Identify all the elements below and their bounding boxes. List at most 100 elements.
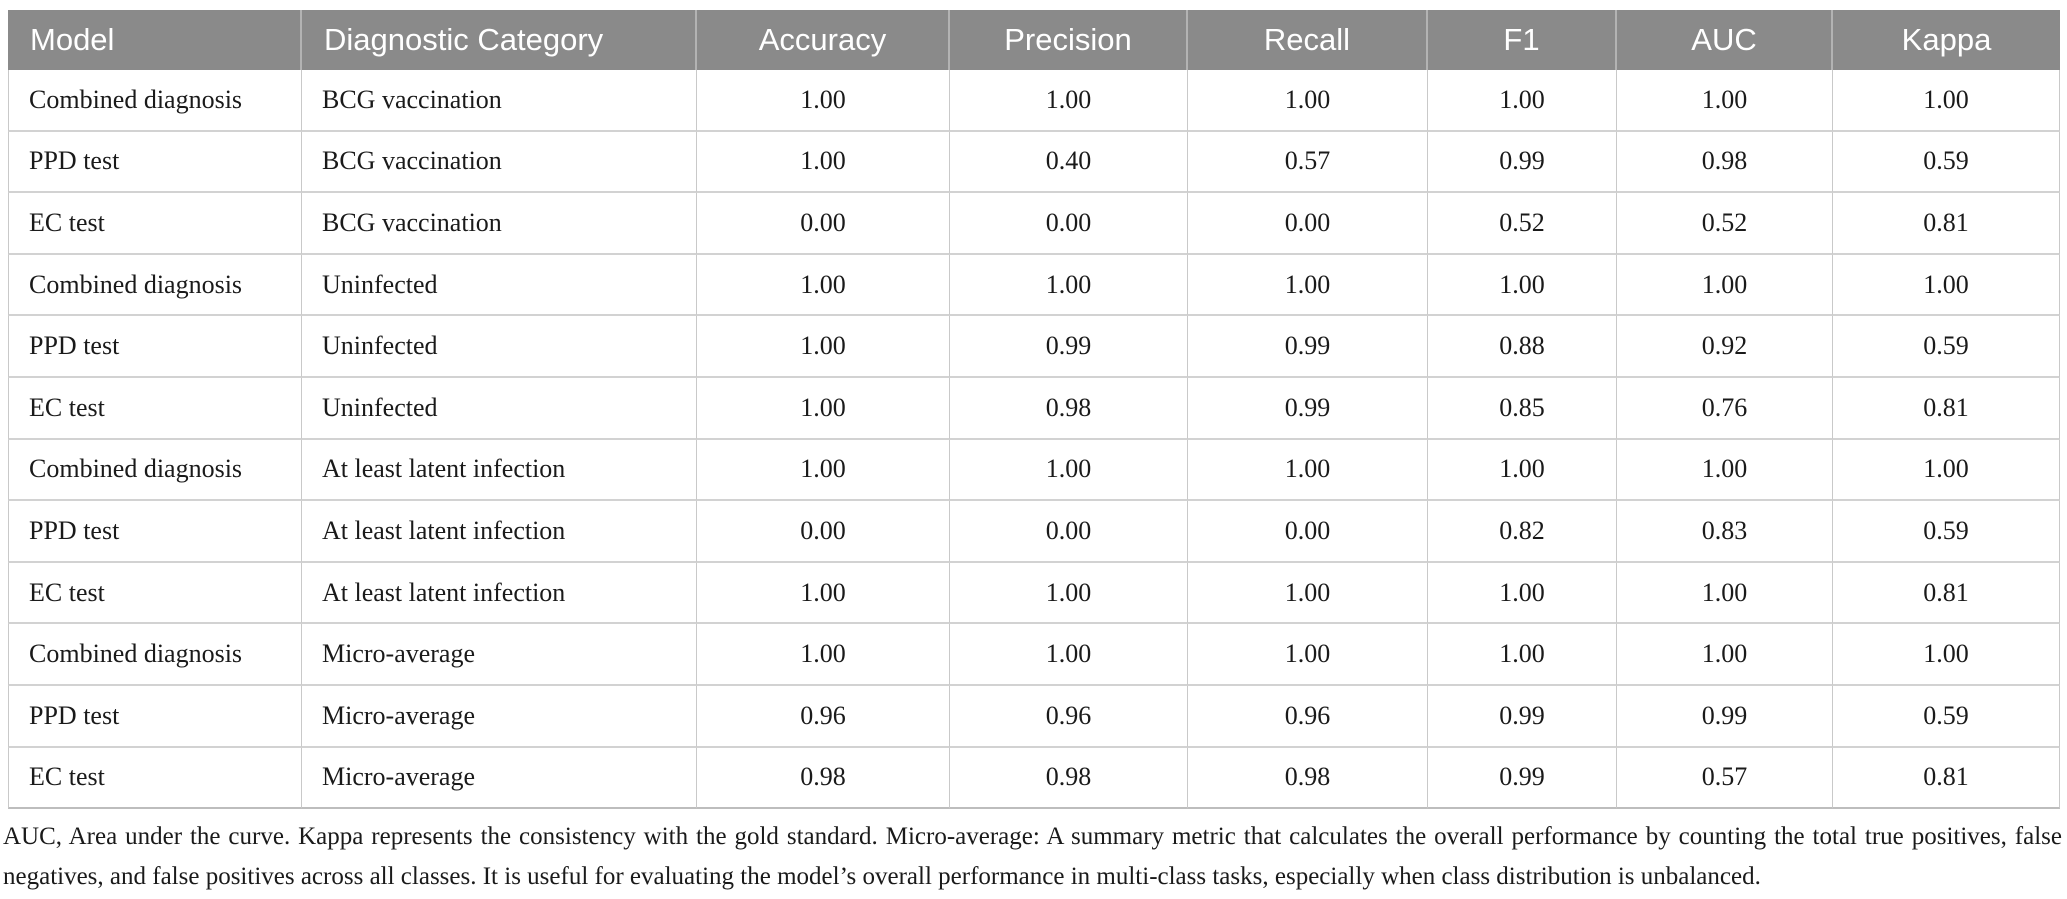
cell-kappa: 1.00: [1833, 254, 2060, 317]
cell-model: PPD test: [8, 685, 302, 748]
table-row: EC test At least latent infection 1.00 1.00…: [8, 562, 2060, 625]
column-header-accuracy: Accuracy: [697, 10, 950, 70]
cell-f1: 1.00: [1428, 562, 1617, 625]
cell-model: PPD test: [8, 316, 302, 378]
cell-kappa: 0.81: [1833, 562, 2060, 625]
table-row: Combined diagnosis Micro-average 1.00 1.00 1…: [8, 624, 2060, 686]
cell-f1: 0.99: [1428, 747, 1617, 810]
cell-diagnostic-category: At least latent infection: [302, 439, 697, 502]
cell-kappa: 0.59: [1833, 316, 2060, 378]
cell-precision: 1.00: [950, 624, 1188, 686]
cell-model: Combined diagnosis: [8, 624, 302, 686]
column-header-model: Model: [8, 10, 302, 70]
cell-precision: 0.40: [950, 131, 1188, 194]
cell-diagnostic-category: Uninfected: [302, 316, 697, 378]
cell-recall: 1.00: [1188, 624, 1428, 686]
table-footnote: AUC, Area under the curve. Kappa represe…: [3, 823, 2062, 890]
cell-auc: 0.76: [1617, 377, 1833, 440]
cell-recall: 1.00: [1188, 254, 1428, 317]
cell-kappa: 0.59: [1833, 501, 2060, 563]
cell-recall: 0.98: [1188, 747, 1428, 810]
cell-accuracy: 1.00: [697, 70, 950, 132]
cell-recall: 0.00: [1188, 193, 1428, 255]
metrics-table-container: Model Diagnostic Category Accuracy Precisio…: [8, 10, 2060, 810]
cell-f1: 0.88: [1428, 316, 1617, 378]
cell-kappa: 0.59: [1833, 685, 2060, 748]
cell-auc: 1.00: [1617, 70, 1833, 132]
table-header-row: Model Diagnostic Category Accuracy Precisio…: [8, 10, 2060, 70]
column-header-f1: F1: [1428, 10, 1617, 70]
cell-accuracy: 1.00: [697, 562, 950, 625]
cell-diagnostic-category: At least latent infection: [302, 562, 697, 625]
table-row: EC test Micro-average 0.98 0.98 0.98 0.99 0.57…: [8, 747, 2060, 810]
cell-recall: 0.00: [1188, 501, 1428, 563]
column-header-diagnostic-category: Diagnostic Category: [302, 10, 697, 70]
cell-accuracy: 0.00: [697, 193, 950, 255]
cell-model: PPD test: [8, 501, 302, 563]
cell-kappa: 1.00: [1833, 439, 2060, 502]
cell-model: EC test: [8, 747, 302, 810]
cell-diagnostic-category: BCG vaccination: [302, 70, 697, 132]
cell-f1: 1.00: [1428, 439, 1617, 502]
cell-diagnostic-category: Uninfected: [302, 377, 697, 440]
cell-f1: 1.00: [1428, 70, 1617, 132]
column-header-auc: AUC: [1617, 10, 1833, 70]
cell-auc: 0.57: [1617, 747, 1833, 810]
cell-precision: 0.00: [950, 501, 1188, 563]
cell-f1: 0.99: [1428, 131, 1617, 194]
cell-auc: 0.83: [1617, 501, 1833, 563]
cell-precision: 0.99: [950, 316, 1188, 378]
cell-precision: 0.98: [950, 377, 1188, 440]
cell-recall: 0.57: [1188, 131, 1428, 194]
cell-diagnostic-category: Micro-average: [302, 624, 697, 686]
cell-f1: 0.82: [1428, 501, 1617, 563]
cell-recall: 0.99: [1188, 316, 1428, 378]
table-row: PPD test At least latent infection 0.00 0.0…: [8, 501, 2060, 563]
cell-recall: 0.96: [1188, 685, 1428, 748]
cell-diagnostic-category: Micro-average: [302, 747, 697, 810]
table-row: EC test BCG vaccination 0.00 0.00 0.00 0.52 0.…: [8, 193, 2060, 255]
cell-diagnostic-category: At least latent infection: [302, 501, 697, 563]
cell-auc: 0.52: [1617, 193, 1833, 255]
cell-f1: 1.00: [1428, 254, 1617, 317]
cell-kappa: 0.81: [1833, 193, 2060, 255]
cell-f1: 1.00: [1428, 624, 1617, 686]
column-header-recall: Recall: [1188, 10, 1428, 70]
cell-model: EC test: [8, 377, 302, 440]
cell-auc: 1.00: [1617, 254, 1833, 317]
cell-auc: 1.00: [1617, 562, 1833, 625]
cell-accuracy: 1.00: [697, 316, 950, 378]
cell-auc: 1.00: [1617, 439, 1833, 502]
cell-model: PPD test: [8, 131, 302, 194]
cell-auc: 0.98: [1617, 131, 1833, 194]
cell-diagnostic-category: Micro-average: [302, 685, 697, 748]
cell-kappa: 0.81: [1833, 747, 2060, 810]
cell-kappa: 0.81: [1833, 377, 2060, 440]
cell-accuracy: 1.00: [697, 439, 950, 502]
column-header-precision: Precision: [950, 10, 1188, 70]
cell-precision: 0.98: [950, 747, 1188, 810]
cell-recall: 1.00: [1188, 439, 1428, 502]
table-row: Combined diagnosis At least latent infect…: [8, 439, 2060, 502]
cell-kappa: 1.00: [1833, 624, 2060, 686]
cell-kappa: 0.59: [1833, 131, 2060, 194]
column-header-kappa: Kappa: [1833, 10, 2060, 70]
cell-model: EC test: [8, 562, 302, 625]
cell-accuracy: 1.00: [697, 377, 950, 440]
cell-diagnostic-category: BCG vaccination: [302, 131, 697, 194]
cell-model: Combined diagnosis: [8, 70, 302, 132]
cell-recall: 0.99: [1188, 377, 1428, 440]
table-row: PPD test Uninfected 1.00 0.99 0.99 0.88 0.92 0.…: [8, 316, 2060, 378]
table-row: PPD test BCG vaccination 1.00 0.40 0.57 0.99 0…: [8, 131, 2060, 194]
cell-precision: 0.96: [950, 685, 1188, 748]
cell-model: Combined diagnosis: [8, 254, 302, 317]
cell-recall: 1.00: [1188, 70, 1428, 132]
table-row: EC test Uninfected 1.00 0.98 0.99 0.85 0.76 0.8…: [8, 377, 2060, 440]
cell-f1: 0.52: [1428, 193, 1617, 255]
cell-f1: 0.99: [1428, 685, 1617, 748]
cell-precision: 1.00: [950, 439, 1188, 502]
cell-f1: 0.85: [1428, 377, 1617, 440]
cell-kappa: 1.00: [1833, 70, 2060, 132]
cell-accuracy: 1.00: [697, 624, 950, 686]
